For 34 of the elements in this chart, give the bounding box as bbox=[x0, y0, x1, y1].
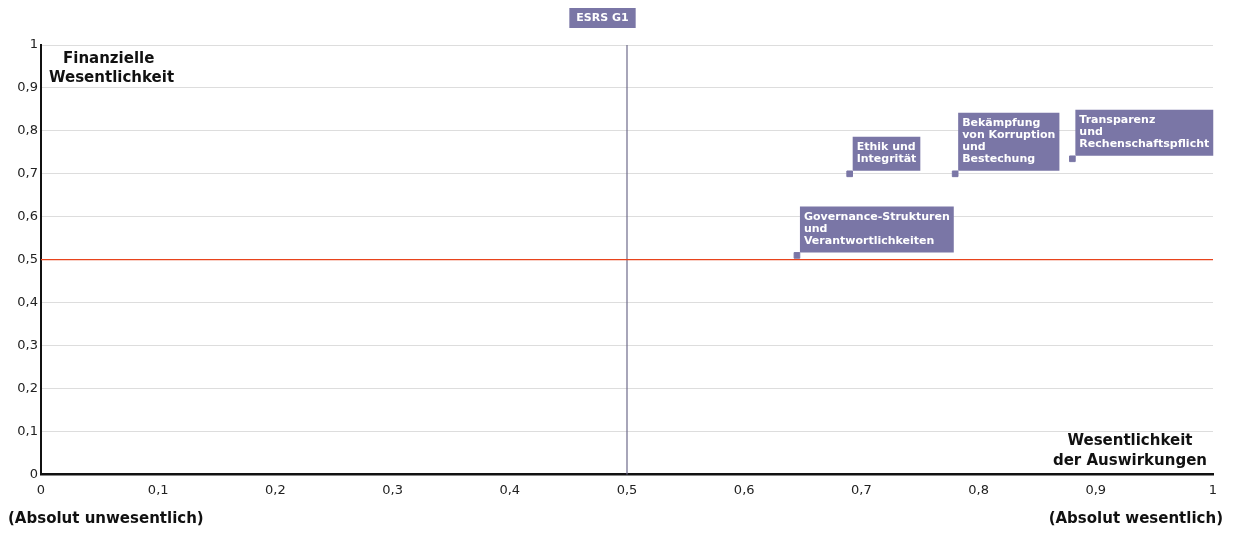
x-tick-label: 1 bbox=[1208, 481, 1218, 497]
chart-title: ESRS G1 bbox=[576, 10, 629, 24]
x-tick-label: 0,4 bbox=[499, 481, 521, 497]
x-tick-label: 0,9 bbox=[1085, 481, 1107, 497]
x-tick-label: 0,8 bbox=[968, 481, 989, 497]
point bbox=[846, 170, 854, 178]
x-tick-label: 0,2 bbox=[265, 481, 286, 497]
y-tick-label: 0,8 bbox=[17, 122, 38, 138]
y-tick-label: 0,7 bbox=[17, 165, 38, 181]
y-tick-label: 0,2 bbox=[17, 379, 38, 395]
y-tick-label: 0 bbox=[29, 465, 38, 481]
y-tick-label: 1 bbox=[29, 36, 38, 52]
annotation: Bekämpfung von Korruption und Bestechung bbox=[962, 116, 1056, 166]
y-tick-label: 0,1 bbox=[17, 422, 38, 438]
x-tick-label: 0,7 bbox=[851, 481, 872, 497]
y-tick-label: 0,3 bbox=[17, 336, 38, 352]
point bbox=[951, 170, 959, 178]
x-tick-label: 0,1 bbox=[147, 481, 169, 497]
y-tick-label: 0,9 bbox=[17, 79, 38, 95]
x-axis-title: Wesentlichkeit der Auswirkungen bbox=[1052, 431, 1208, 470]
y-tick-label: 0,5 bbox=[17, 251, 38, 267]
x-tick-label: 0,3 bbox=[382, 481, 403, 497]
x-tick-label: 0,5 bbox=[616, 481, 638, 497]
text: (Absolut unwesentlich) bbox=[8, 509, 204, 527]
annotation: Transparenz und Rechenschaftspflicht bbox=[1079, 113, 1210, 151]
y-tick-label: 0,4 bbox=[17, 294, 38, 310]
point bbox=[793, 252, 801, 259]
text: (Absolut wesentlich) bbox=[1048, 509, 1223, 527]
point bbox=[1069, 155, 1076, 163]
y-axis-title: Finanzielle Wesentlichkeit bbox=[49, 49, 175, 86]
y-tick-label: 0,6 bbox=[17, 208, 38, 224]
annotation: Governance-Strukturen und Verantwortlichkeiten bbox=[803, 209, 950, 247]
x-tick-label: 0,6 bbox=[733, 481, 755, 497]
annotation: Ethik und Integrität bbox=[856, 140, 917, 166]
